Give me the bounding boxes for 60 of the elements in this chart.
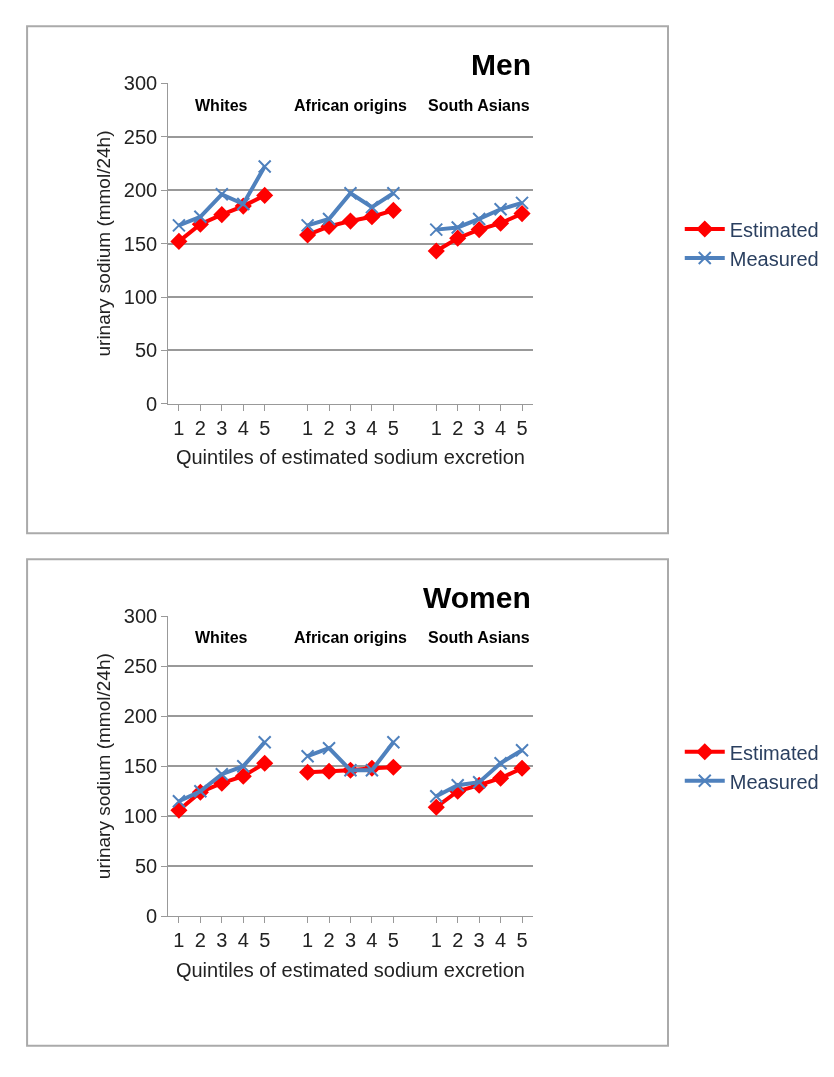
x-axis-title: Quintiles of estimated sodium excretion bbox=[175, 446, 526, 469]
x-tick-label: 5 bbox=[387, 416, 399, 439]
x-tick-label: 1 bbox=[302, 929, 314, 952]
y-tick-label: 100 bbox=[123, 286, 158, 308]
x-tick-label: 3 bbox=[344, 929, 357, 952]
x-tick-label: 2 bbox=[452, 929, 464, 952]
x-tick-label: 3 bbox=[216, 416, 228, 439]
annotation: African origins bbox=[294, 97, 408, 114]
y-axis-title: urinary sodium (mmol/24h) bbox=[92, 653, 114, 880]
x-tick-label: 4 bbox=[237, 416, 249, 439]
x-tick-label: 2 bbox=[323, 929, 335, 952]
y-tick-label: 50 bbox=[134, 339, 158, 362]
x-tick-label: 3 bbox=[473, 416, 485, 439]
x-tick-label: 5 bbox=[387, 929, 399, 952]
y-tick-label: 0 bbox=[146, 905, 158, 928]
annotation: Whites bbox=[195, 629, 248, 646]
y-tick-label: 100 bbox=[123, 805, 158, 828]
y-tick-label: 0 bbox=[146, 392, 158, 415]
x-tick-label: 4 bbox=[366, 929, 378, 952]
legend-label: Estimated bbox=[729, 218, 819, 241]
x-tick-label: 1 bbox=[430, 416, 442, 439]
chart-title: Women bbox=[423, 581, 531, 614]
y-tick-label: 300 bbox=[123, 72, 158, 95]
x-tick-label: 2 bbox=[194, 416, 206, 439]
legend-label: Measured bbox=[729, 770, 819, 793]
x-tick-label: 1 bbox=[173, 929, 185, 952]
x-tick-label: 3 bbox=[344, 416, 357, 439]
x-tick-label: 4 bbox=[237, 929, 249, 952]
y-tick-label: 50 bbox=[134, 855, 158, 878]
x-tick-label: 5 bbox=[516, 929, 528, 952]
x-tick-label: 5 bbox=[259, 416, 271, 439]
x-tick-label: 2 bbox=[452, 416, 464, 439]
annotation: South Asians bbox=[428, 97, 530, 114]
x-tick-label: 3 bbox=[473, 929, 485, 952]
x-tick-label: 2 bbox=[323, 416, 335, 439]
y-axis-title: urinary sodium (mmol/24h) bbox=[92, 130, 114, 357]
x-tick-label: 4 bbox=[366, 416, 378, 439]
x-tick-label: 1 bbox=[430, 929, 442, 952]
y-tick-label: 150 bbox=[123, 232, 158, 255]
x-tick-label: 1 bbox=[302, 416, 314, 439]
legend-label: Measured bbox=[729, 247, 819, 270]
y-tick-label: 250 bbox=[123, 655, 158, 678]
y-tick-label: 250 bbox=[123, 125, 158, 148]
y-tick-label: 200 bbox=[123, 179, 158, 202]
annotation: Whites bbox=[195, 97, 248, 114]
x-tick-label: 3 bbox=[216, 929, 228, 952]
x-tick-label: 1 bbox=[173, 416, 185, 439]
x-tick-label: 4 bbox=[495, 416, 507, 439]
x-tick-label: 4 bbox=[495, 929, 507, 952]
y-tick-label: 150 bbox=[123, 755, 158, 778]
legend-label: Estimated bbox=[729, 741, 819, 764]
y-tick-label: 200 bbox=[123, 705, 158, 728]
x-tick-label: 5 bbox=[259, 929, 271, 952]
x-axis-title: Quintiles of estimated sodium excretion bbox=[175, 958, 526, 981]
chart-title: Men bbox=[471, 48, 531, 81]
annotation: African origins bbox=[294, 629, 408, 646]
y-tick-label: 300 bbox=[123, 605, 158, 628]
x-tick-label: 5 bbox=[516, 416, 528, 439]
x-tick-label: 2 bbox=[194, 929, 206, 952]
annotation: South Asians bbox=[428, 629, 530, 646]
